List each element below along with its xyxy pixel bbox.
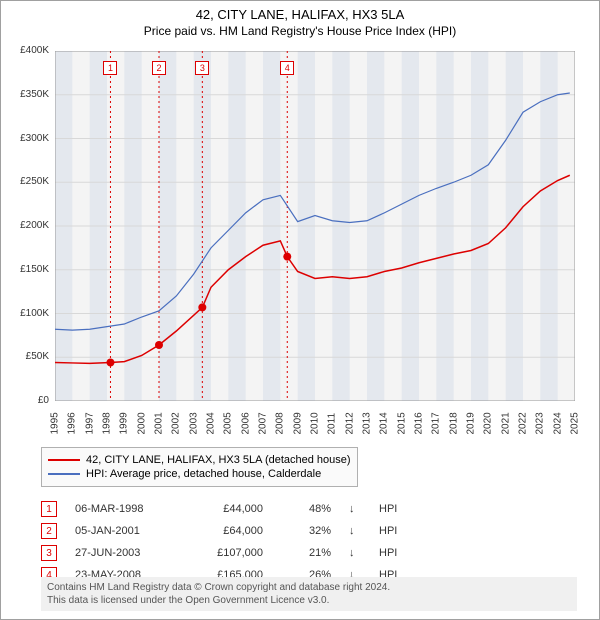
y-tick-label: £200K	[7, 220, 49, 231]
footer: Contains HM Land Registry data © Crown c…	[41, 577, 577, 611]
x-tick-label: 2002	[171, 411, 182, 435]
event-percent: 21%	[281, 547, 331, 559]
footer-line: Contains HM Land Registry data © Crown c…	[47, 581, 571, 594]
x-tick-label: 2000	[136, 411, 147, 435]
x-tick-label: 2023	[535, 411, 546, 435]
chart-title: 42, CITY LANE, HALIFAX, HX3 5LA	[1, 1, 599, 22]
event-number: 1	[41, 501, 57, 517]
event-marker: 2	[152, 61, 166, 75]
legend-swatch-2	[48, 473, 80, 475]
down-arrow-icon: ↓	[349, 547, 361, 559]
event-row: 1 06-MAR-1998 £44,000 48% ↓ HPI	[41, 501, 397, 517]
x-tick-label: 2024	[552, 411, 563, 435]
x-tick-label: 2006	[240, 411, 251, 435]
event-number: 3	[41, 545, 57, 561]
legend-row: HPI: Average price, detached house, Cald…	[48, 468, 351, 480]
events-table: 1 06-MAR-1998 £44,000 48% ↓ HPI 2 05-JAN-2001 £6…	[41, 495, 397, 589]
event-row: 2 05-JAN-2001 £64,000 32% ↓ HPI	[41, 523, 397, 539]
x-tick-label: 2004	[206, 411, 217, 435]
event-date: 06-MAR-1998	[75, 503, 175, 515]
down-arrow-icon: ↓	[349, 503, 361, 515]
x-tick-label: 1998	[102, 411, 113, 435]
y-tick-label: £300K	[7, 133, 49, 144]
x-tick-label: 2022	[518, 411, 529, 435]
event-number: 2	[41, 523, 57, 539]
y-tick-label: £150K	[7, 264, 49, 275]
chart-subtitle: Price paid vs. HM Land Registry's House …	[1, 22, 599, 42]
event-percent: 32%	[281, 525, 331, 537]
x-tick-label: 2011	[327, 411, 338, 435]
x-tick-label: 1996	[67, 411, 78, 435]
event-ref: HPI	[379, 547, 397, 559]
x-tick-label: 2009	[292, 411, 303, 435]
x-tick-label: 2003	[188, 411, 199, 435]
chart-svg	[55, 51, 575, 401]
legend-row: 42, CITY LANE, HALIFAX, HX3 5LA (detache…	[48, 454, 351, 466]
event-date: 27-JUN-2003	[75, 547, 175, 559]
event-price: £107,000	[193, 547, 263, 559]
x-tick-label: 2019	[466, 411, 477, 435]
x-tick-label: 1995	[50, 411, 61, 435]
x-tick-label: 2010	[310, 411, 321, 435]
legend-label: 42, CITY LANE, HALIFAX, HX3 5LA (detache…	[86, 454, 351, 466]
x-tick-label: 2014	[379, 411, 390, 435]
y-tick-label: £350K	[7, 89, 49, 100]
y-tick-label: £400K	[7, 45, 49, 56]
legend-swatch-1	[48, 459, 80, 461]
down-arrow-icon: ↓	[349, 525, 361, 537]
legend-label: HPI: Average price, detached house, Cald…	[86, 468, 321, 480]
event-marker: 3	[195, 61, 209, 75]
event-price: £44,000	[193, 503, 263, 515]
chart-plot-area	[55, 51, 575, 401]
footer-line: This data is licensed under the Open Gov…	[47, 594, 571, 607]
y-tick-label: £100K	[7, 308, 49, 319]
y-tick-label: £250K	[7, 176, 49, 187]
x-tick-label: 2007	[258, 411, 269, 435]
x-tick-label: 2012	[344, 411, 355, 435]
event-marker: 1	[103, 61, 117, 75]
x-tick-label: 2025	[570, 411, 581, 435]
event-date: 05-JAN-2001	[75, 525, 175, 537]
event-price: £64,000	[193, 525, 263, 537]
x-tick-label: 1999	[119, 411, 130, 435]
x-tick-label: 2018	[448, 411, 459, 435]
y-tick-label: £50K	[7, 351, 49, 362]
event-marker: 4	[280, 61, 294, 75]
x-tick-label: 2017	[431, 411, 442, 435]
x-tick-label: 2001	[154, 411, 165, 435]
event-row: 3 27-JUN-2003 £107,000 21% ↓ HPI	[41, 545, 397, 561]
x-tick-label: 2020	[483, 411, 494, 435]
x-tick-label: 1997	[84, 411, 95, 435]
legend: 42, CITY LANE, HALIFAX, HX3 5LA (detache…	[41, 447, 358, 487]
x-tick-label: 2021	[500, 411, 511, 435]
x-tick-label: 2008	[275, 411, 286, 435]
y-tick-label: £0	[7, 395, 49, 406]
x-tick-label: 2005	[223, 411, 234, 435]
page-container: 42, CITY LANE, HALIFAX, HX3 5LA Price pa…	[0, 0, 600, 620]
event-ref: HPI	[379, 503, 397, 515]
x-tick-label: 2016	[414, 411, 425, 435]
event-percent: 48%	[281, 503, 331, 515]
x-tick-label: 2013	[362, 411, 373, 435]
event-ref: HPI	[379, 525, 397, 537]
x-tick-label: 2015	[396, 411, 407, 435]
